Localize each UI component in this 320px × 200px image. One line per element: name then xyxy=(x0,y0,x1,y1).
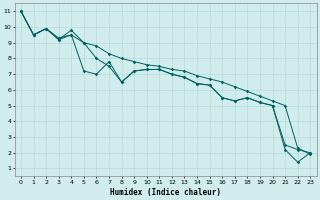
X-axis label: Humidex (Indice chaleur): Humidex (Indice chaleur) xyxy=(110,188,221,197)
